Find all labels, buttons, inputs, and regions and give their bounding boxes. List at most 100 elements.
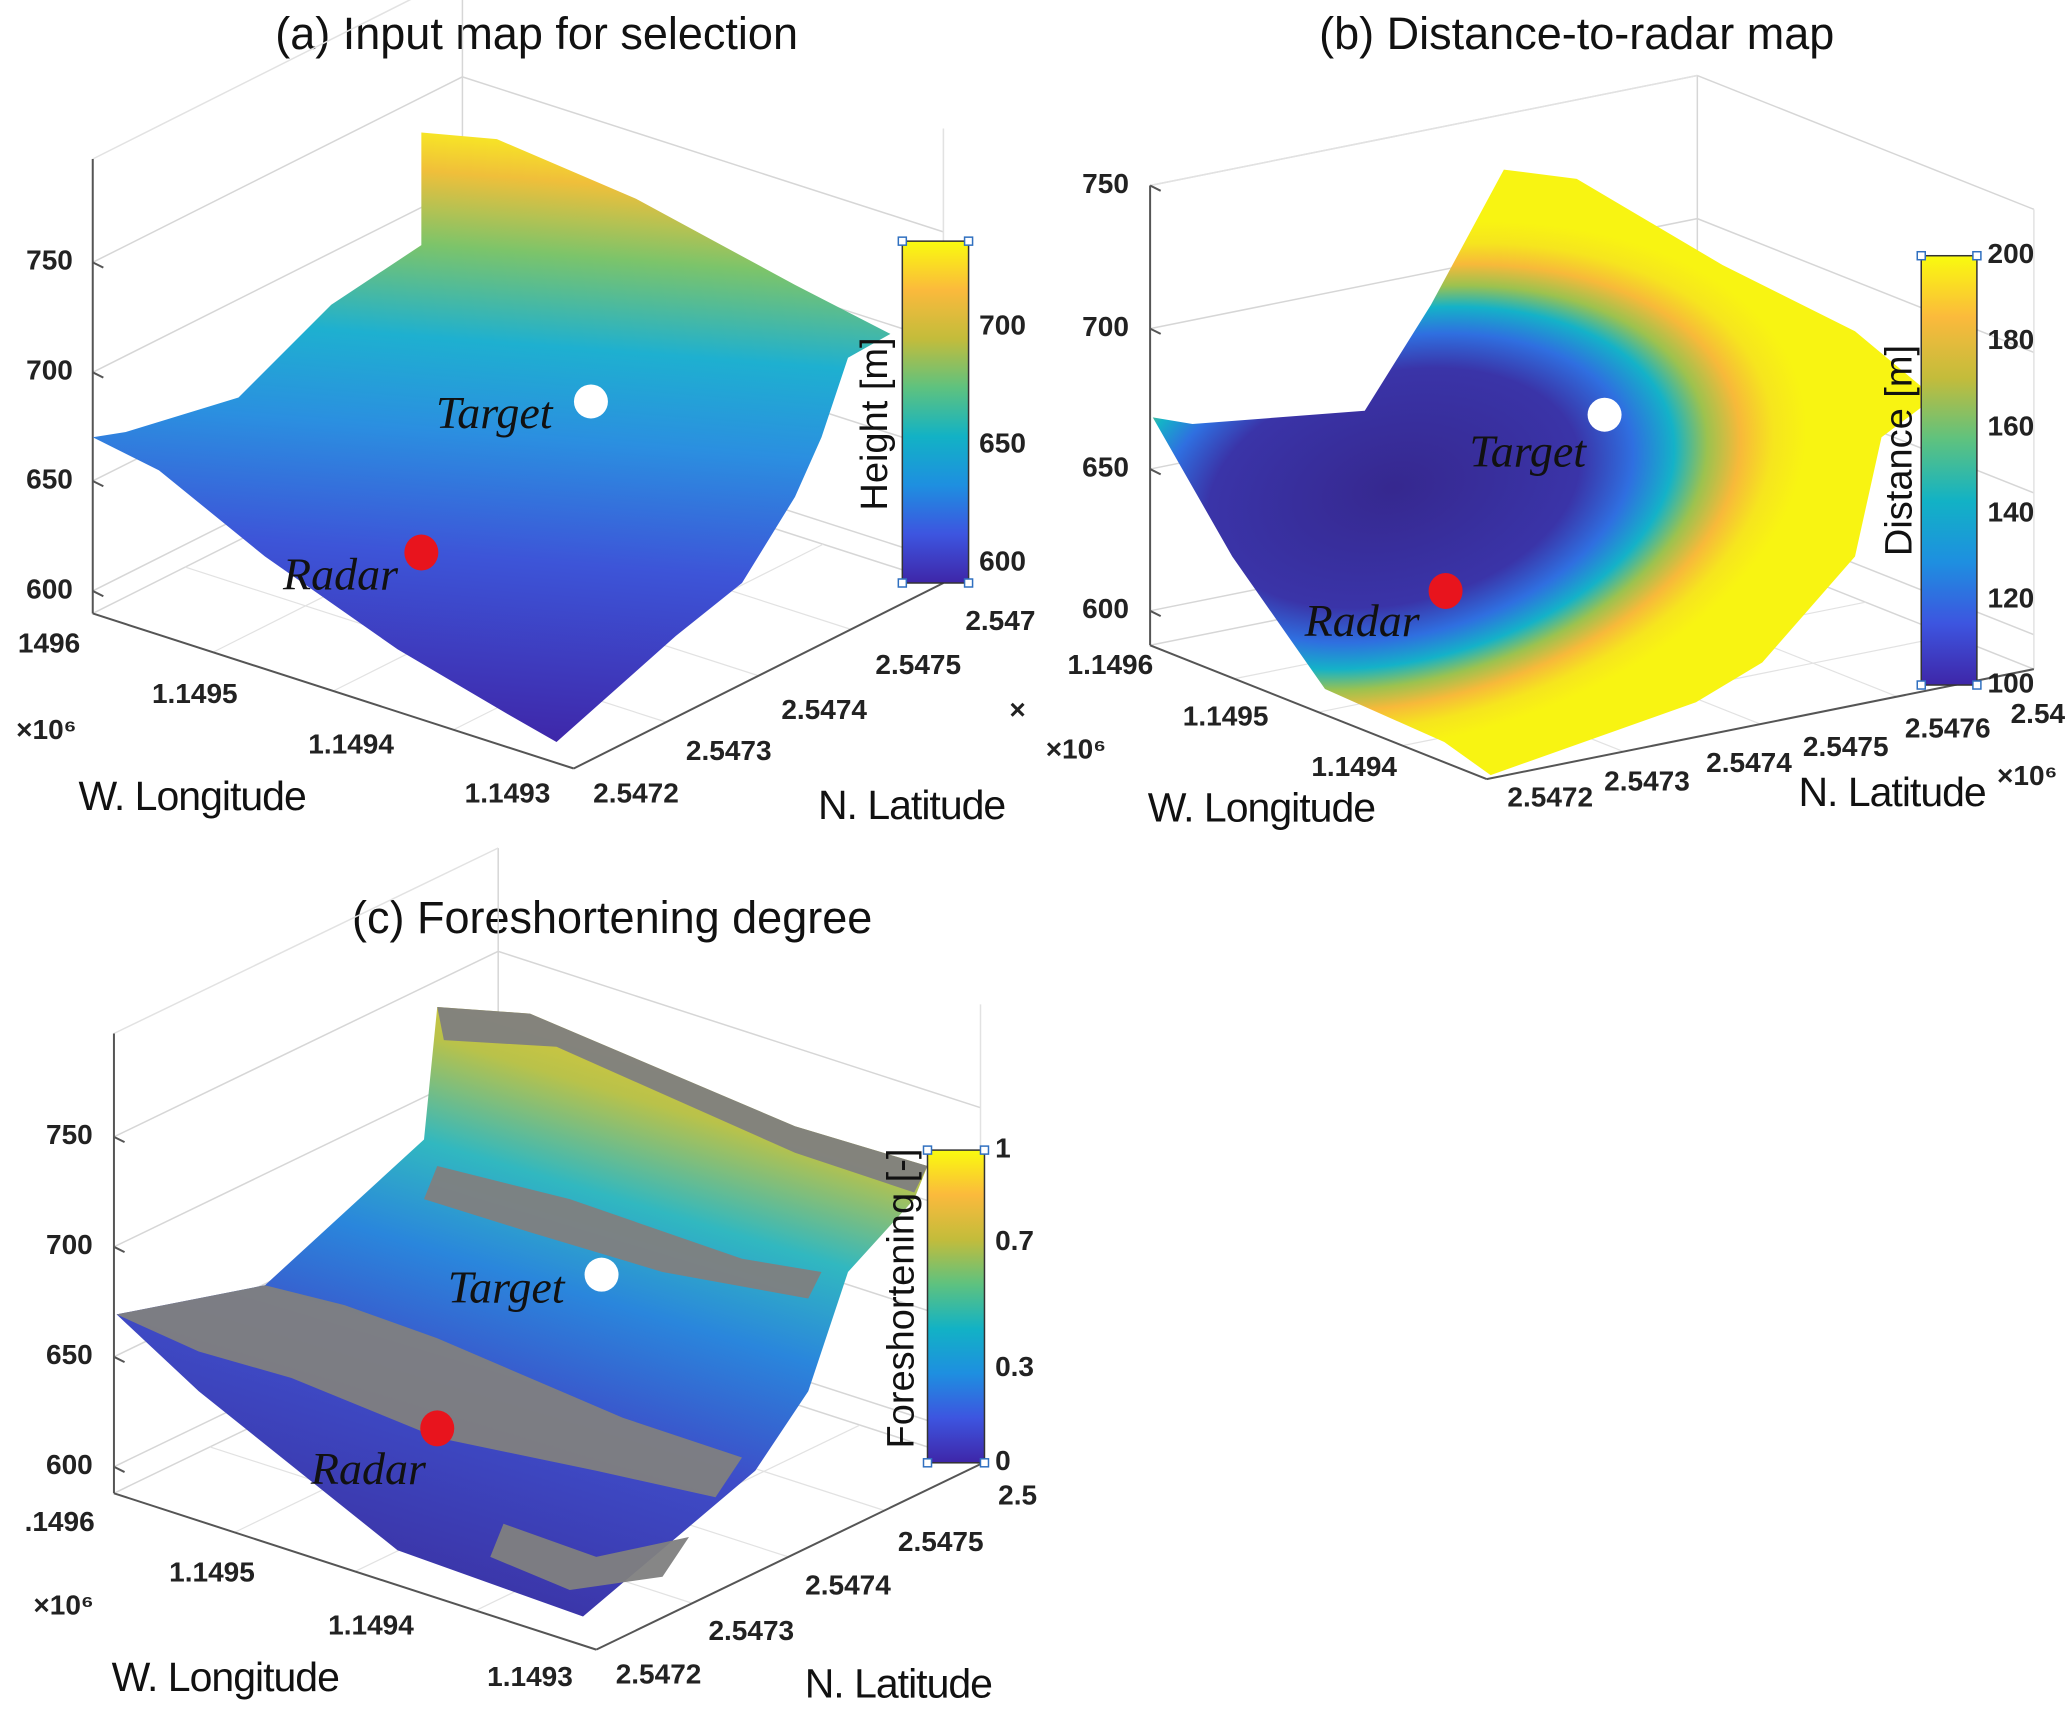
no-data-region <box>424 1166 822 1299</box>
colorbar-tick-label: 1 <box>995 1132 1011 1163</box>
x-axis <box>92 612 575 770</box>
target-label: Target <box>448 1261 566 1312</box>
y-tick-label: 2.5473 <box>708 1615 794 1646</box>
x-tick-label: 1.1493 <box>487 1661 573 1692</box>
gridline <box>497 950 981 1109</box>
colorbar-label: Height [m] <box>854 337 896 510</box>
y-tick-label: 2.5474 <box>781 694 867 725</box>
z-tick <box>92 590 104 598</box>
y-tick-label: 2.5475 <box>875 649 961 680</box>
colorbar-tick-label: 0 <box>995 1445 1011 1476</box>
x-axis-label: W. Longitude <box>112 1654 339 1700</box>
surface-point-cloud <box>1152 169 1935 776</box>
z-tick <box>113 1465 125 1473</box>
y-tick-label: 2.5474 <box>805 1570 891 1601</box>
z-tick <box>113 1135 125 1144</box>
x-tick-label: 1.1494 <box>328 1609 414 1640</box>
colorbar-tick-label: 0.3 <box>995 1351 1034 1382</box>
panel-title: (c) Foreshortening degree <box>352 892 872 943</box>
z-tick-label: 600 <box>26 573 73 604</box>
colorbar-handle <box>897 578 908 588</box>
panel-title: (b) Distance-to-radar map <box>1319 8 1834 59</box>
z-tick-label: 650 <box>46 1339 93 1370</box>
colorbar-handle <box>963 236 974 246</box>
y-tick-label: 2.54 <box>2011 698 2066 729</box>
z-tick <box>1149 327 1162 335</box>
y-tick-label: 2.5472 <box>616 1659 702 1690</box>
colorbar <box>1920 254 1978 686</box>
y-exponent: × <box>1009 694 1025 725</box>
colorbar-handle <box>922 1458 933 1468</box>
z-tick-label: 600 <box>1082 593 1129 624</box>
x-tick-label: 1.1494 <box>1311 751 1397 782</box>
colorbar-tick-label: 650 <box>979 428 1026 459</box>
x-tick-label: .1496 <box>25 1506 95 1537</box>
colorbar-handle <box>1916 250 1926 261</box>
colorbar-label: Foreshortening [-] <box>881 1149 923 1449</box>
target-marker <box>584 1257 619 1292</box>
radar-label: Radar <box>1304 595 1421 646</box>
y-tick-label: 2.5472 <box>593 777 679 808</box>
y-axis <box>1486 668 2035 781</box>
x-tick-label: 1.1495 <box>169 1556 255 1587</box>
colorbar-handle <box>963 578 974 588</box>
colorbar-tick-label: 140 <box>1988 496 2035 527</box>
x-exponent: ×10⁶ <box>16 714 76 745</box>
x-tick-label: 1.1493 <box>465 777 551 808</box>
colorbar-handle <box>979 1145 990 1155</box>
y-exponent: ×10⁶ <box>1997 760 2057 791</box>
x-tick-label: 1.1496 <box>1068 649 1154 680</box>
z-tick <box>92 261 104 269</box>
y-axis-label: N. Latitude <box>818 782 1005 828</box>
colorbar-tick-label: 120 <box>1988 583 2035 614</box>
z-tick-label: 700 <box>1082 311 1129 342</box>
z-tick-label: 750 <box>46 1119 93 1150</box>
z-tick-label: 750 <box>26 245 73 276</box>
colorbar-handle <box>897 236 908 246</box>
z-tick-label: 650 <box>26 463 73 494</box>
target-label: Target <box>436 387 554 438</box>
colorbar-handle <box>1916 680 1926 690</box>
z-tick-label: 700 <box>46 1229 93 1260</box>
radar-marker <box>1428 572 1463 609</box>
z-tick <box>1149 609 1162 618</box>
colorbar-tick-label: 180 <box>1988 324 2035 355</box>
x-exponent: ×10⁶ <box>1046 734 1106 765</box>
y-axis <box>573 582 944 770</box>
y-axis <box>595 1463 981 1651</box>
target-marker <box>1587 397 1622 432</box>
gridline <box>92 76 463 264</box>
y-tick-label: 2.5473 <box>1604 765 1690 796</box>
x-tick-label: 1.1495 <box>1183 701 1269 732</box>
x-tick-label: 1496 <box>18 628 80 659</box>
z-tick <box>113 1355 125 1363</box>
radar-label: Radar <box>310 1443 427 1494</box>
gridline <box>113 950 499 1138</box>
colorbar-tick-label: 600 <box>979 546 1026 577</box>
colorbar-label: Distance [m] <box>1878 345 1920 556</box>
colorbar-tick-label: 700 <box>979 310 1026 341</box>
gridline <box>462 76 944 233</box>
no-data-region <box>437 1007 928 1193</box>
panel-c: (c) Foreshortening degree 750 700 650 600 .14… <box>25 847 1037 1707</box>
gridline <box>92 0 412 160</box>
gridline <box>113 847 499 1035</box>
x-tick-label: 1.1494 <box>308 728 394 759</box>
y-tick-label: 2.5475 <box>1803 731 1889 762</box>
x-axis-label: W. Longitude <box>78 773 305 819</box>
x-axis-label: W. Longitude <box>1148 785 1375 831</box>
colorbar-handle <box>979 1458 990 1468</box>
colorbar-handle <box>1972 680 1982 690</box>
gridline <box>1149 74 1698 187</box>
colorbar-tick-label: 160 <box>1988 410 2035 441</box>
y-tick-label: 2.5473 <box>686 735 772 766</box>
y-axis-label: N. Latitude <box>1798 769 1985 815</box>
no-data-region <box>116 1285 743 1498</box>
colorbar-handle <box>1972 250 1982 261</box>
radar-label: Radar <box>282 549 399 600</box>
z-tick <box>1149 184 1162 192</box>
surface-point-cloud <box>92 132 891 742</box>
gridline <box>1697 217 2035 354</box>
z-tick-label: 600 <box>46 1449 93 1480</box>
